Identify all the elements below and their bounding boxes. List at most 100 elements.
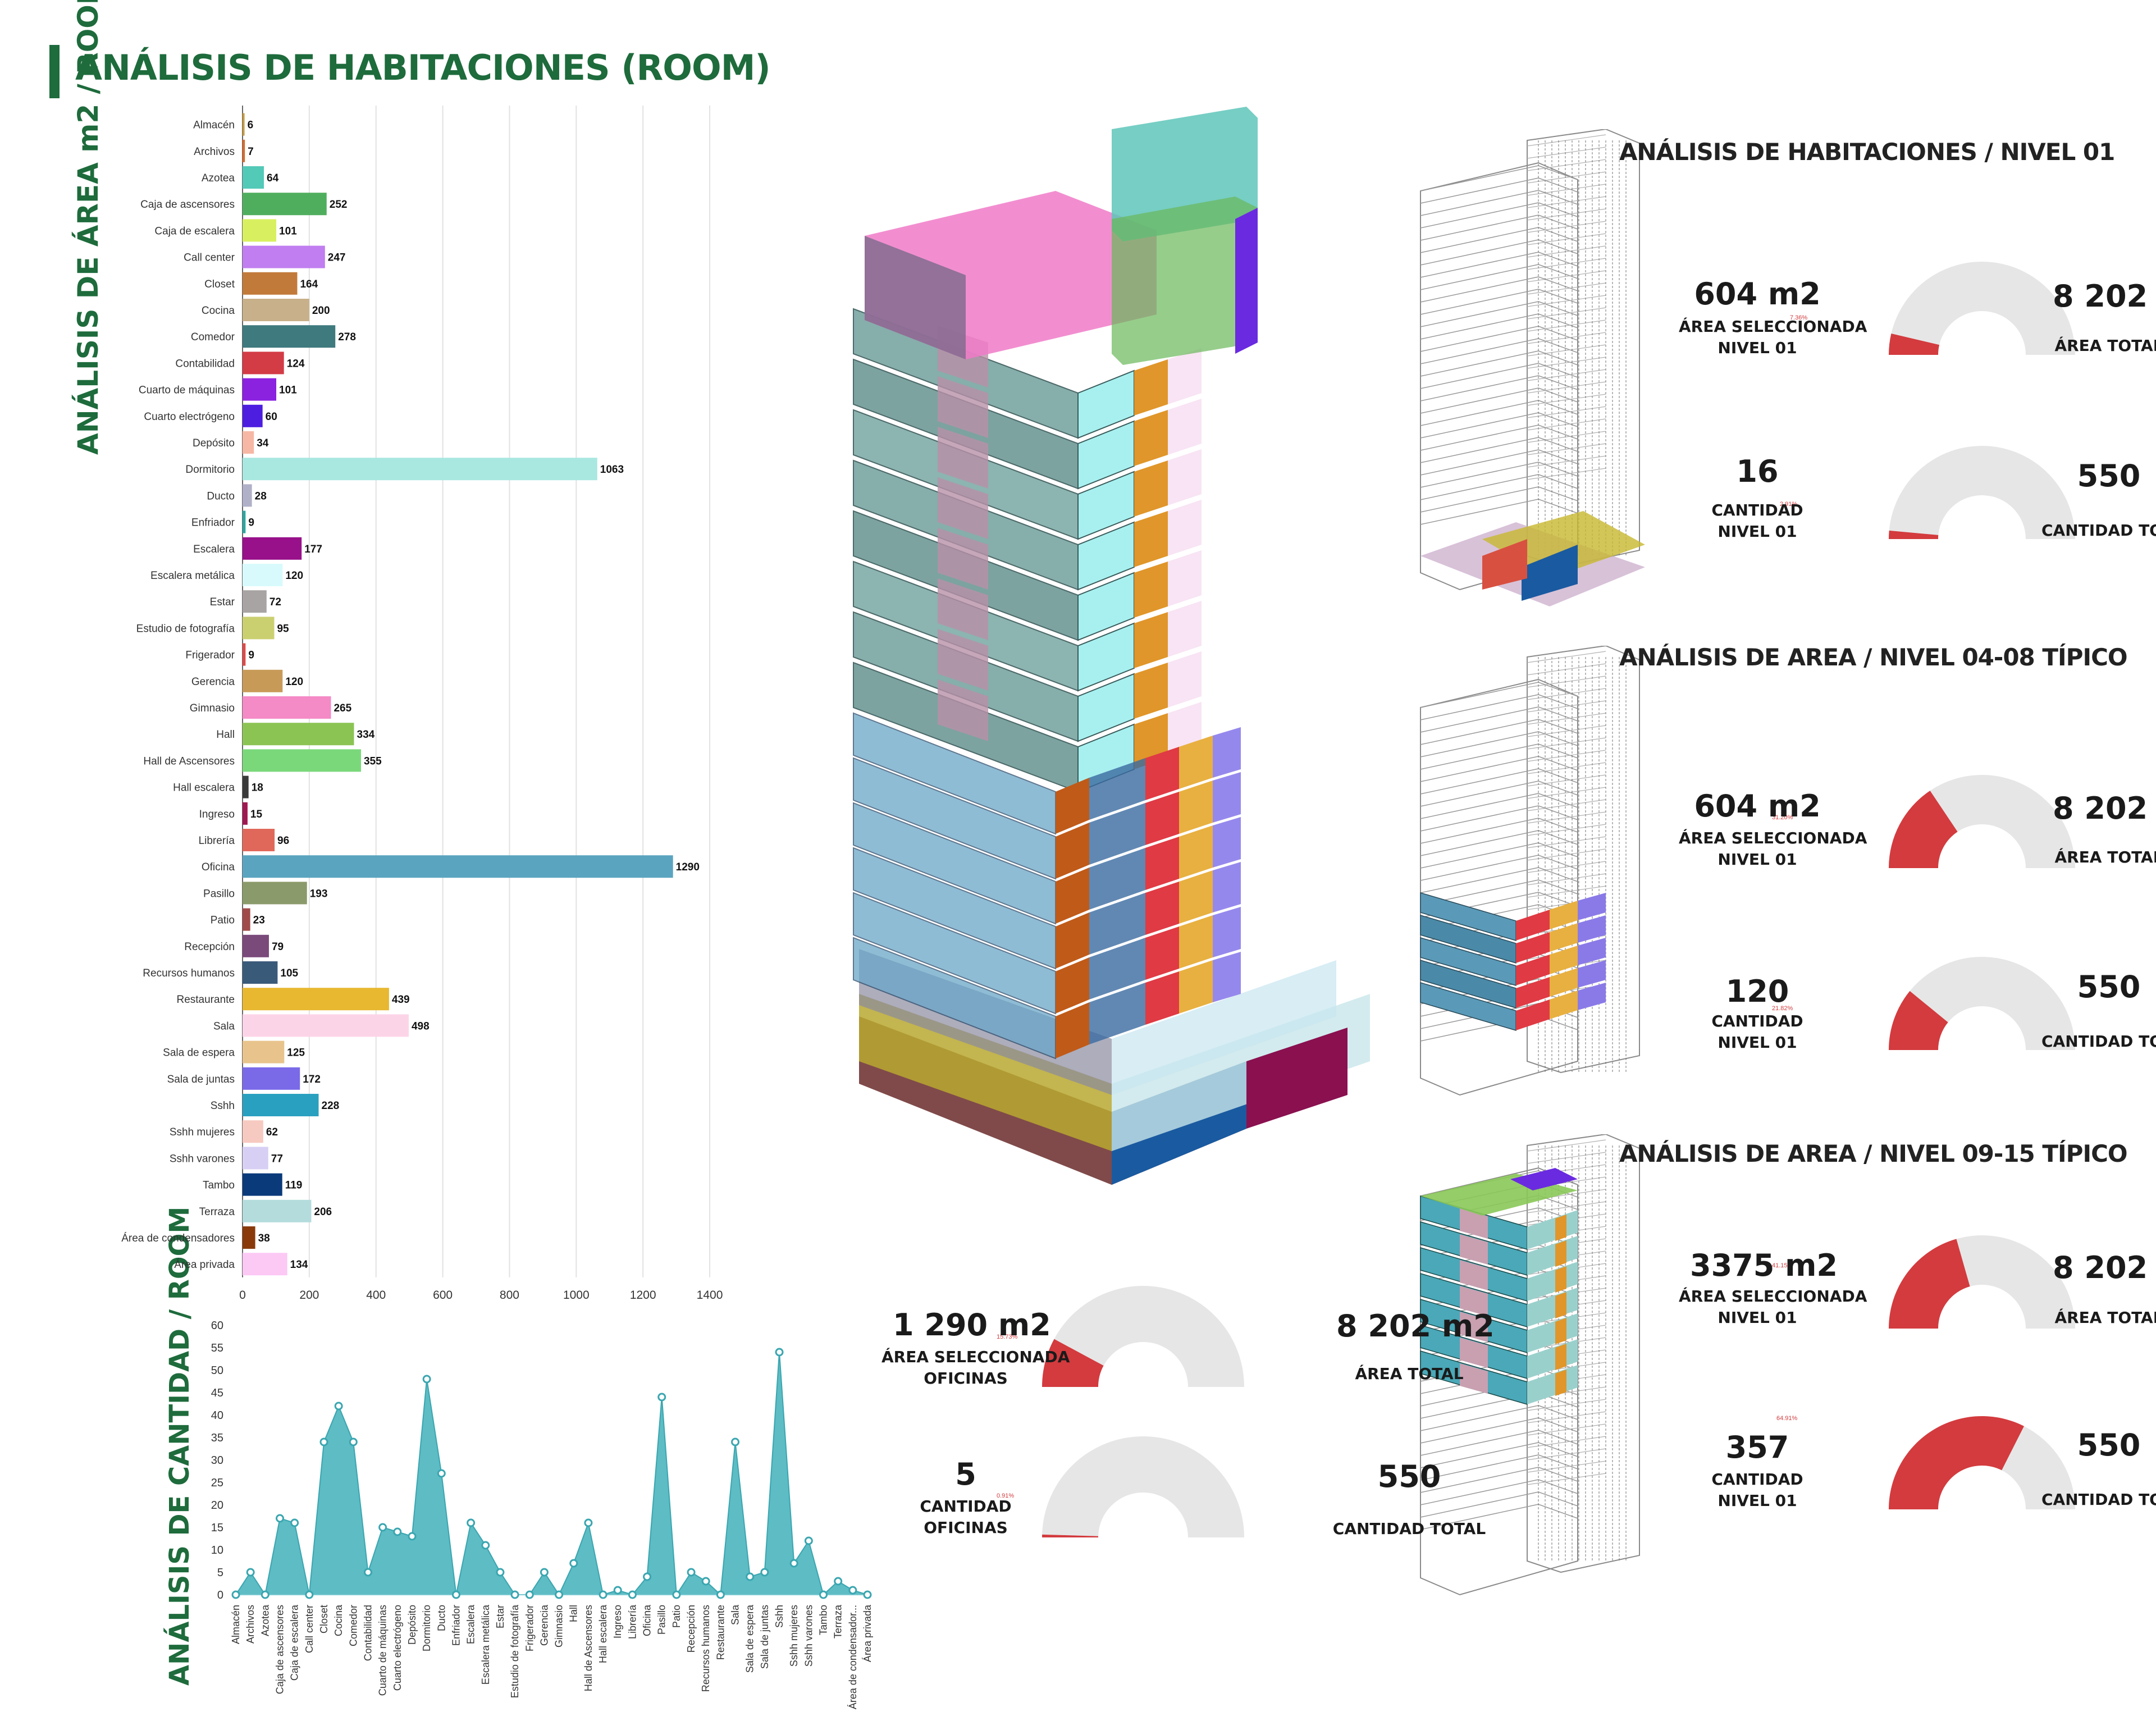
- category-label: Área privada: [174, 1259, 235, 1271]
- data-point: [746, 1572, 755, 1581]
- gauge-percent-label: 31.20%: [1772, 814, 1793, 821]
- gauge-value-caption: ÁREA SELECCIONADA NIVEL 01: [1679, 829, 1867, 869]
- category-label: Recursos humanos: [143, 967, 235, 979]
- bar-value-label: 252: [330, 199, 348, 211]
- data-point: [319, 1437, 328, 1446]
- category-label: Depósito: [193, 437, 235, 449]
- gauge-track: [1891, 261, 2075, 355]
- data-point: [275, 1514, 284, 1523]
- data-point: [731, 1437, 740, 1446]
- category-label: Gimnasio: [190, 702, 235, 714]
- category-label: Ducto: [207, 490, 235, 502]
- x-category-label: Hall escalera: [597, 1604, 609, 1663]
- bar-value-label: 164: [300, 279, 318, 290]
- gauge-fill: [1889, 791, 1958, 868]
- category-label: Escalera metálica: [150, 570, 235, 582]
- bar: [243, 723, 354, 746]
- data-point: [378, 1523, 387, 1532]
- bar-value-label: 177: [304, 544, 322, 555]
- data-point: [834, 1577, 843, 1586]
- x-category-label: Área privada: [862, 1604, 873, 1662]
- bar: [243, 643, 246, 666]
- gauge-total-caption: ÁREA TOTAL: [1355, 1364, 1464, 1383]
- bar: [243, 1226, 255, 1249]
- gauge-percent-label: 7.36%: [1790, 314, 1808, 321]
- x-category-label: Caja de ascensores: [274, 1605, 285, 1694]
- x-category-label: Cocina: [333, 1604, 344, 1636]
- data-point: [643, 1572, 652, 1581]
- area-bar-chart: 0 200 400 600 800 1000 1200 1400 Almacén 6 Archivo…: [121, 106, 723, 1302]
- x-category-label: Área de condensador...: [847, 1605, 858, 1709]
- data-point: [848, 1586, 857, 1595]
- bar: [243, 352, 284, 375]
- category-label: Escalera: [193, 544, 235, 555]
- data-point: [540, 1568, 549, 1577]
- x-tick-label: 1200: [630, 1289, 656, 1302]
- gauge-value: 357: [1725, 1430, 1789, 1465]
- gauge-track: [1930, 775, 2075, 868]
- bar-value-label: 334: [357, 729, 375, 741]
- bar: [243, 139, 245, 162]
- gauge-percent-label: 41.15%: [1772, 1262, 1793, 1269]
- gauge-value-caption: ÁREA SELECCIONADA NIVEL 01: [1679, 1287, 1867, 1327]
- bar: [243, 378, 277, 401]
- gauge-value: 3375 m2: [1690, 1248, 1838, 1283]
- bar: [243, 510, 246, 533]
- x-category-label: Depósito: [406, 1605, 418, 1645]
- category-label: Frigerador: [185, 650, 235, 661]
- bar-value-label: 265: [334, 702, 351, 714]
- bar: [243, 1094, 319, 1116]
- bar: [243, 325, 336, 348]
- x-tick-label: 0: [239, 1289, 246, 1302]
- gauge-value: 1 290 m2: [893, 1307, 1051, 1343]
- data-point: [672, 1590, 681, 1599]
- heading-nivel0915: ANÁLISIS DE AREA / NIVEL 09-15 TÍPICO: [1619, 1140, 2128, 1167]
- gauge-value: 604 m2: [1694, 276, 1821, 312]
- page-title: ANÁLISIS DE HABITACIONES (ROOM): [75, 47, 771, 88]
- category-label: Hall de Ascensores: [143, 755, 235, 767]
- category-label: Área de condensadores: [121, 1233, 235, 1244]
- bar-value-label: 96: [277, 835, 289, 847]
- x-category-label: Ducto: [436, 1605, 447, 1631]
- bar-value-label: 95: [277, 623, 289, 635]
- y-tick-label: 45: [211, 1387, 223, 1399]
- gauge-total-caption: CANTIDAD TOTAL: [2041, 1032, 2156, 1051]
- data-point: [628, 1590, 637, 1599]
- data-point: [789, 1559, 798, 1568]
- bar: [243, 669, 283, 692]
- x-category-label: Hall: [568, 1605, 579, 1622]
- bar: [243, 458, 597, 481]
- bar: [243, 245, 325, 268]
- category-label: Hall: [216, 729, 235, 741]
- bar-value-label: 9: [248, 650, 254, 661]
- bar-value-label: 101: [279, 225, 297, 237]
- category-label: Call center: [184, 252, 235, 264]
- bar-value-label: 64: [267, 172, 279, 184]
- x-category-label: Call center: [304, 1605, 315, 1653]
- gauge-fill: [1042, 1534, 1099, 1537]
- x-category-label: Recursos humanos: [700, 1605, 711, 1692]
- bar: [243, 775, 249, 798]
- gauge-value-caption: ÁREA SELECCIONADA OFICINAS: [881, 1348, 1070, 1388]
- x-category-label: Azotea: [259, 1604, 271, 1636]
- x-tick-label: 1000: [563, 1289, 590, 1302]
- data-point: [349, 1437, 358, 1446]
- category-label: Contabilidad: [175, 358, 235, 369]
- gauge-n01-area: [1889, 261, 2075, 355]
- x-category-label: Almacén: [230, 1605, 241, 1644]
- bar-value-label: 6: [248, 120, 254, 131]
- bar: [243, 1014, 409, 1037]
- data-point: [599, 1590, 607, 1599]
- x-category-label: Gerencia: [538, 1604, 550, 1646]
- category-label: Sala de espera: [163, 1047, 235, 1059]
- bar: [243, 829, 275, 851]
- x-category-label: Sala de espera: [744, 1604, 756, 1673]
- bar: [243, 537, 302, 560]
- gauge-fill: [1889, 991, 1948, 1050]
- y-tick-label: 25: [211, 1477, 223, 1489]
- x-category-label: Recepción: [686, 1605, 697, 1653]
- gauge-fill: [1889, 1239, 1970, 1329]
- bar: [243, 564, 283, 586]
- gauge-n0915-area: [1889, 1235, 2075, 1329]
- area-series: [235, 1352, 868, 1597]
